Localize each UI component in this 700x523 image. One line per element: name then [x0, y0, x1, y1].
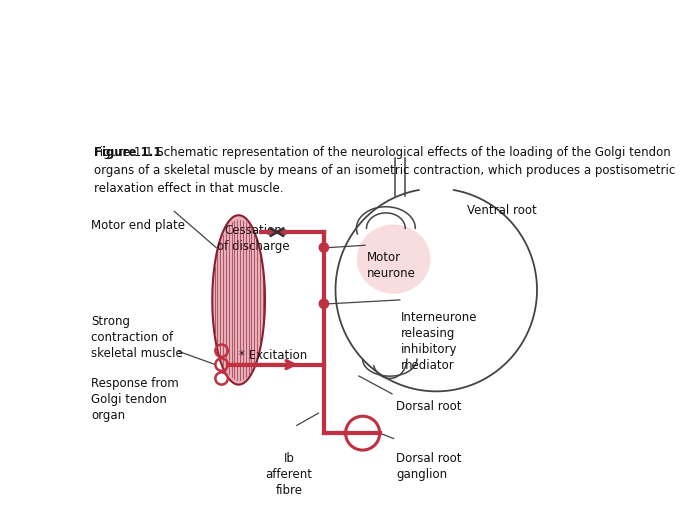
Text: Figure 1.1: Figure 1.1 — [94, 146, 161, 159]
Text: Cessation
of discharge: Cessation of discharge — [218, 224, 290, 254]
Text: Strong
contraction of
skeletal muscle: Strong contraction of skeletal muscle — [92, 315, 183, 360]
Circle shape — [319, 299, 328, 309]
Text: Motor end plate: Motor end plate — [92, 219, 186, 232]
Ellipse shape — [357, 224, 430, 294]
Circle shape — [319, 243, 328, 252]
Text: * Excitation: * Excitation — [239, 349, 307, 362]
Polygon shape — [212, 215, 265, 384]
Text: Figure 1.1 Schematic representation of the neurological effects of the loading o: Figure 1.1 Schematic representation of t… — [94, 146, 675, 195]
Text: Motor
neurone: Motor neurone — [367, 252, 415, 280]
Text: Dorsal root: Dorsal root — [396, 400, 461, 413]
Text: Response from
Golgi tendon
organ: Response from Golgi tendon organ — [92, 377, 179, 422]
Text: Interneurone
releasing
inhibitory
mediator: Interneurone releasing inhibitory mediat… — [401, 312, 478, 372]
Text: Ventral root: Ventral root — [468, 203, 537, 217]
Text: Ib
afferent
fibre: Ib afferent fibre — [265, 451, 312, 497]
Text: Dorsal root
ganglion: Dorsal root ganglion — [396, 451, 461, 481]
